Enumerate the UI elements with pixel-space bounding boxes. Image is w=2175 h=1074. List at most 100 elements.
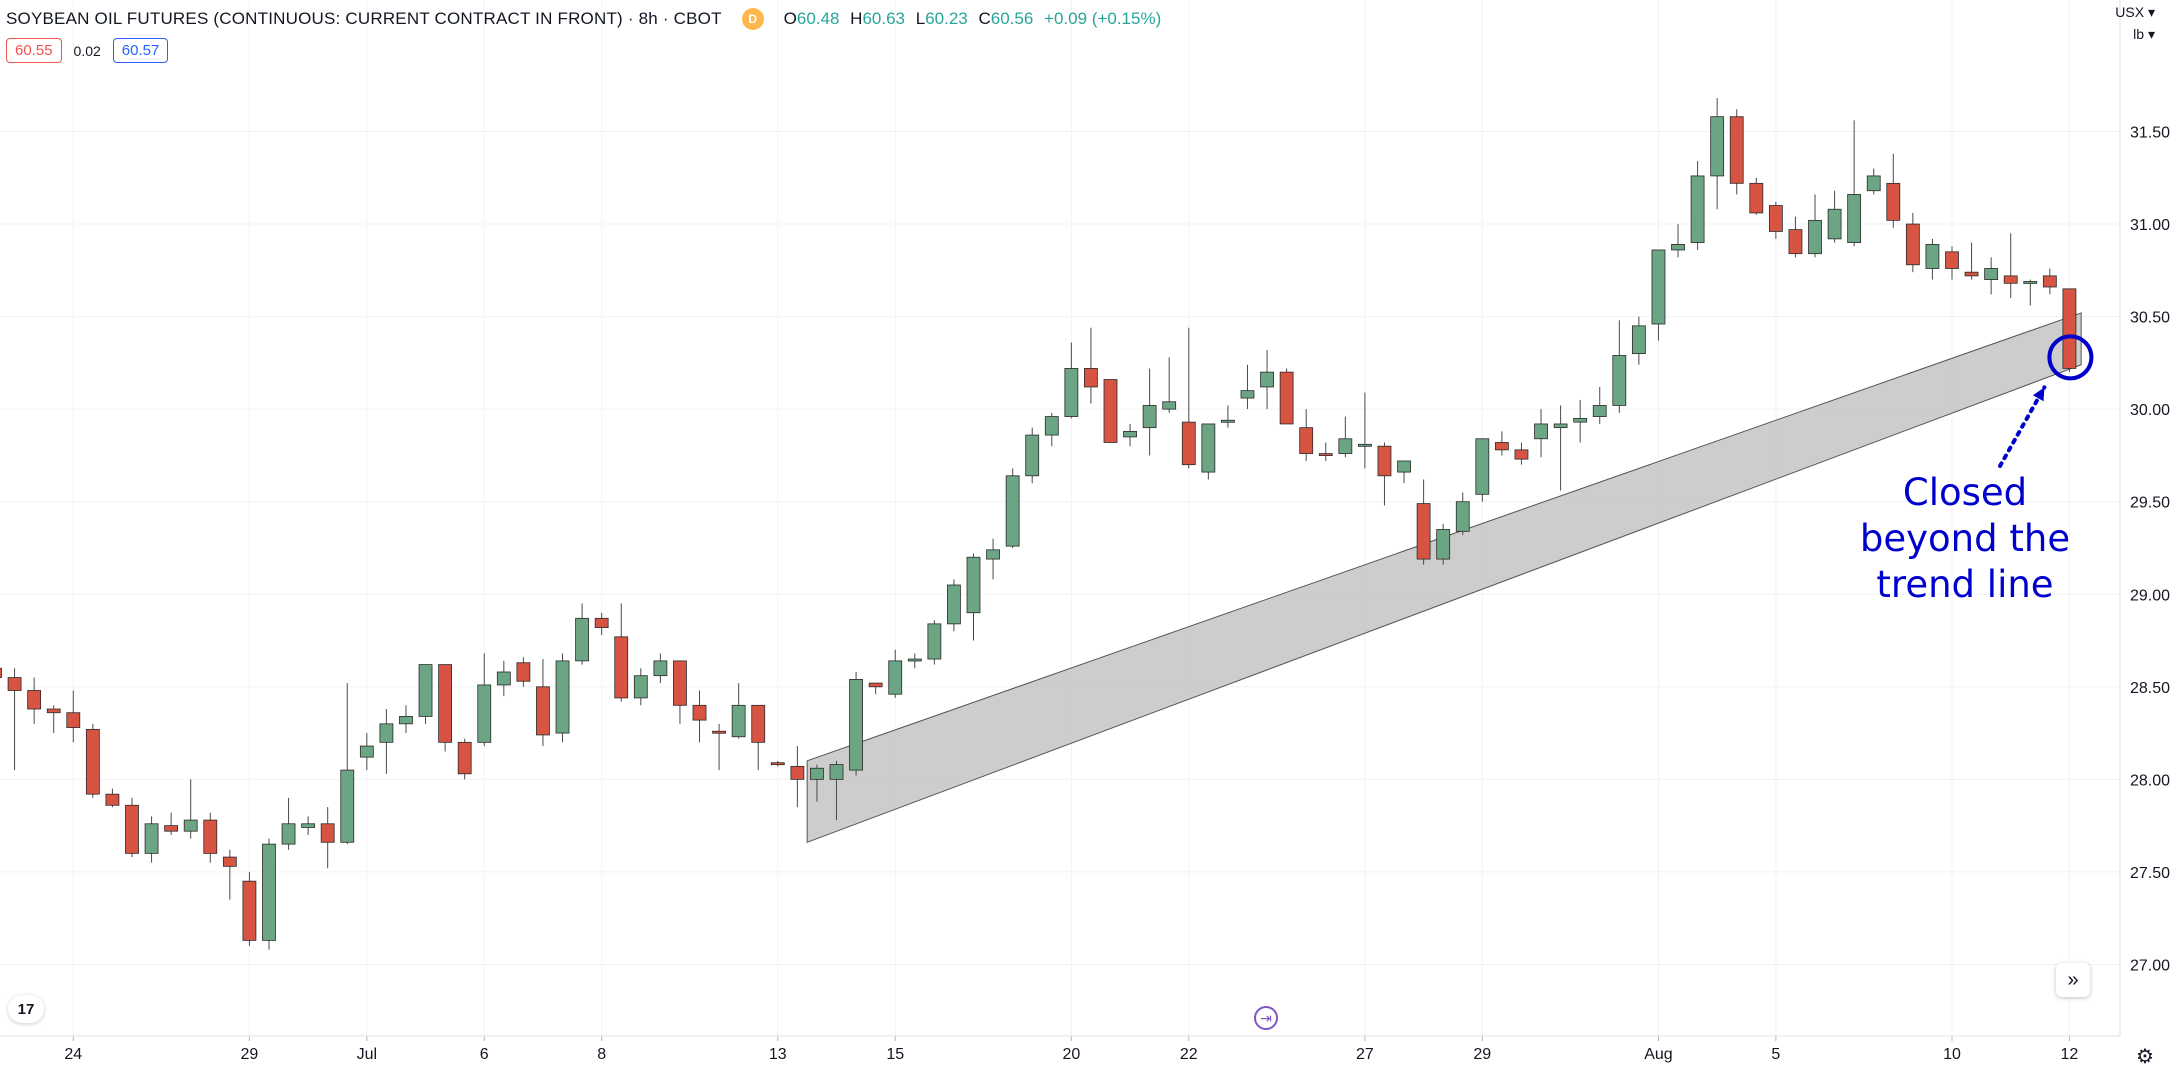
candle-body	[1514, 449, 1529, 460]
delayed-data-badge[interactable]: D	[741, 8, 764, 30]
time-axis[interactable]: 24 29 Jul 6 8 13 15 20 22 27 29 Aug 5 10 12	[0, 1035, 2120, 1063]
candle-body	[262, 843, 276, 941]
open-value: 60.48	[796, 9, 840, 28]
ohlc-legend: O60.48 H60.63 L60.23 C60.56 +0.09 (+0.15…	[784, 9, 1162, 29]
candle	[1025, 427, 1040, 484]
candle	[262, 838, 276, 950]
scroll-to-realtime-button[interactable]: »	[2056, 963, 2090, 997]
candle-body	[1181, 421, 1196, 466]
candle-body	[1553, 423, 1568, 429]
candle	[1181, 327, 1196, 469]
candle-body	[2062, 288, 2077, 369]
spread-value: 0.02	[73, 42, 101, 59]
annotation-line-3: trend line	[1876, 563, 2054, 606]
candle	[7, 668, 22, 771]
candle-body	[1631, 325, 1646, 355]
buy-price-button[interactable]: 60.57	[112, 38, 169, 63]
candles	[0, 98, 2077, 950]
candle	[692, 690, 707, 743]
candle-body	[594, 617, 609, 628]
candle	[2042, 268, 2057, 295]
trend-band-shape	[806, 312, 2082, 844]
candle	[1592, 386, 1607, 424]
candle-body	[164, 825, 179, 832]
candle-body	[947, 584, 961, 625]
y-tick-label: 31.50	[2130, 125, 2170, 142]
candle-body	[1201, 423, 1216, 473]
candle	[222, 849, 237, 900]
x-tick-label: 5	[1771, 1046, 1780, 1063]
x-tick-label: 15	[886, 1046, 904, 1063]
candle	[1005, 468, 1020, 548]
candle	[438, 664, 453, 752]
x-tick-label: 22	[1180, 1046, 1198, 1063]
candle	[1690, 161, 1705, 250]
candle-body	[7, 677, 22, 691]
candle	[2062, 288, 2077, 373]
candle-body	[770, 762, 785, 766]
y-tick-label: 27.00	[2130, 957, 2170, 974]
candle	[868, 682, 883, 695]
candle	[712, 723, 726, 771]
currency-selector[interactable]: USX ▾	[2115, 4, 2155, 21]
candle	[1671, 224, 1685, 258]
candle-body	[1397, 460, 1411, 473]
sell-price-button[interactable]: 60.55	[6, 38, 62, 63]
candle-body	[1729, 116, 1744, 184]
candle-body	[379, 723, 394, 743]
trend-band	[806, 312, 2082, 844]
candle	[1455, 492, 1470, 536]
grid-lines	[0, 0, 2120, 1036]
annotation-line-2: beyond the	[1859, 517, 2071, 560]
candle	[594, 612, 609, 635]
candle	[379, 709, 394, 774]
candle	[320, 807, 335, 869]
candle-body	[907, 658, 922, 662]
candle	[1358, 392, 1372, 469]
x-tick-label: 29	[1473, 1046, 1491, 1063]
candle	[1397, 460, 1411, 484]
gear-icon[interactable]: ⚙	[2136, 1046, 2154, 1068]
candle-body	[125, 804, 139, 854]
candle	[164, 812, 179, 835]
candle-body	[1416, 503, 1431, 560]
annotation-arrow-head	[2032, 387, 2045, 402]
candle	[966, 553, 981, 641]
unit-selector[interactable]: lb ▾	[2133, 26, 2155, 43]
candle	[85, 723, 100, 798]
candle-body	[0, 667, 2, 678]
candle-body	[888, 660, 903, 695]
candle-body	[868, 682, 883, 688]
candle-body	[653, 660, 668, 677]
tradingview-logo[interactable]: 17	[8, 995, 44, 1023]
candle-body	[1768, 205, 1783, 232]
candle	[105, 788, 120, 808]
candle	[1514, 442, 1529, 465]
candle-body	[1651, 249, 1666, 325]
candle	[673, 660, 687, 724]
candle	[849, 671, 863, 776]
candle-body	[1847, 194, 1862, 243]
candle	[1788, 216, 1803, 258]
x-tick-label: 20	[1062, 1046, 1080, 1063]
candle-body	[986, 549, 1000, 560]
goto-date-icon[interactable]: ⇥	[1254, 1006, 1278, 1030]
y-tick-label: 30.00	[2130, 402, 2170, 419]
candle-body	[1808, 219, 1822, 255]
price-axis[interactable]: 27.00 27.50 28.00 28.50 29.00 29.50 30.00 30.50…	[2119, 0, 2170, 1036]
y-tick-label: 30.50	[2130, 310, 2170, 327]
candle	[1123, 423, 1137, 447]
low-label: L	[915, 9, 926, 28]
candle	[810, 764, 824, 802]
candle-body	[516, 662, 531, 682]
x-tick-label: 8	[597, 1046, 606, 1063]
low-value: 60.23	[925, 9, 968, 28]
candle	[1084, 327, 1098, 404]
symbol-title[interactable]: SOYBEAN OIL FUTURES (CONTINUOUS: CURRENT…	[6, 9, 722, 28]
candle-body	[222, 856, 237, 867]
open-label: O	[783, 9, 797, 28]
candle	[1436, 523, 1451, 565]
candle	[614, 603, 629, 702]
candle-body	[536, 686, 550, 736]
